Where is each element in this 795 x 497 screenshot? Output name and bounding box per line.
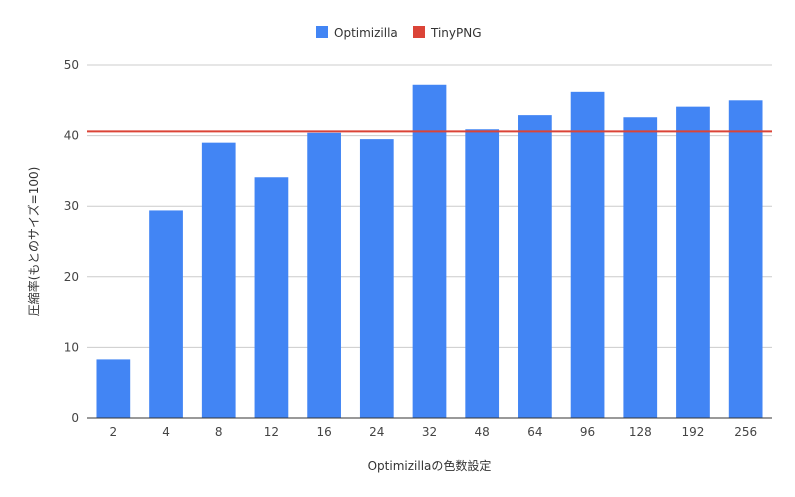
x-tick-label: 64: [527, 425, 542, 439]
legend-label-tinypng: TinyPNG: [430, 26, 482, 40]
bar-128: [623, 117, 658, 418]
bar-16: [307, 132, 341, 418]
x-tick-label: 48: [475, 425, 490, 439]
y-axis-title: 圧縮率(もとのサイズ=100): [26, 167, 41, 317]
bar-8: [201, 142, 236, 418]
x-axis-ticks: 2 4 8 12 16 24 32 48 64 96 128 192 256: [110, 425, 758, 439]
bar-256: [728, 100, 763, 419]
x-tick-label: 12: [264, 425, 279, 439]
bars: [96, 84, 763, 419]
bar-24: [359, 139, 394, 418]
bar-4: [149, 210, 183, 418]
legend-swatch-optimizilla: [316, 26, 328, 38]
x-tick-label: 192: [682, 425, 705, 439]
x-tick-label: 2: [110, 425, 118, 439]
bar-2: [96, 359, 131, 418]
legend-swatch-tinypng: [413, 26, 425, 38]
x-tick-label: 128: [629, 425, 652, 439]
legend: Optimizilla TinyPNG: [316, 26, 482, 40]
x-tick-label: 96: [580, 425, 595, 439]
y-tick-label: 40: [64, 129, 79, 143]
bar-48: [465, 129, 500, 418]
y-tick-label: 30: [64, 199, 79, 213]
x-axis-title: Optimizillaの色数設定: [368, 458, 492, 473]
legend-label-optimizilla: Optimizilla: [334, 26, 398, 40]
x-tick-label: 32: [422, 425, 437, 439]
y-tick-label: 10: [64, 340, 79, 354]
x-tick-label: 256: [734, 425, 757, 439]
bar-12: [254, 177, 289, 418]
y-tick-label: 0: [71, 411, 79, 425]
bar-64: [518, 115, 552, 418]
bar-192: [676, 106, 710, 419]
x-tick-label: 16: [316, 425, 331, 439]
x-tick-label: 8: [215, 425, 223, 439]
bar-96: [570, 91, 605, 418]
y-axis-ticks: 0 10 20 30 40 50: [64, 58, 79, 425]
x-tick-label: 24: [369, 425, 384, 439]
y-tick-label: 20: [64, 270, 79, 284]
y-tick-label: 50: [64, 58, 79, 72]
x-tick-label: 4: [162, 425, 170, 439]
bar-32: [412, 84, 447, 418]
